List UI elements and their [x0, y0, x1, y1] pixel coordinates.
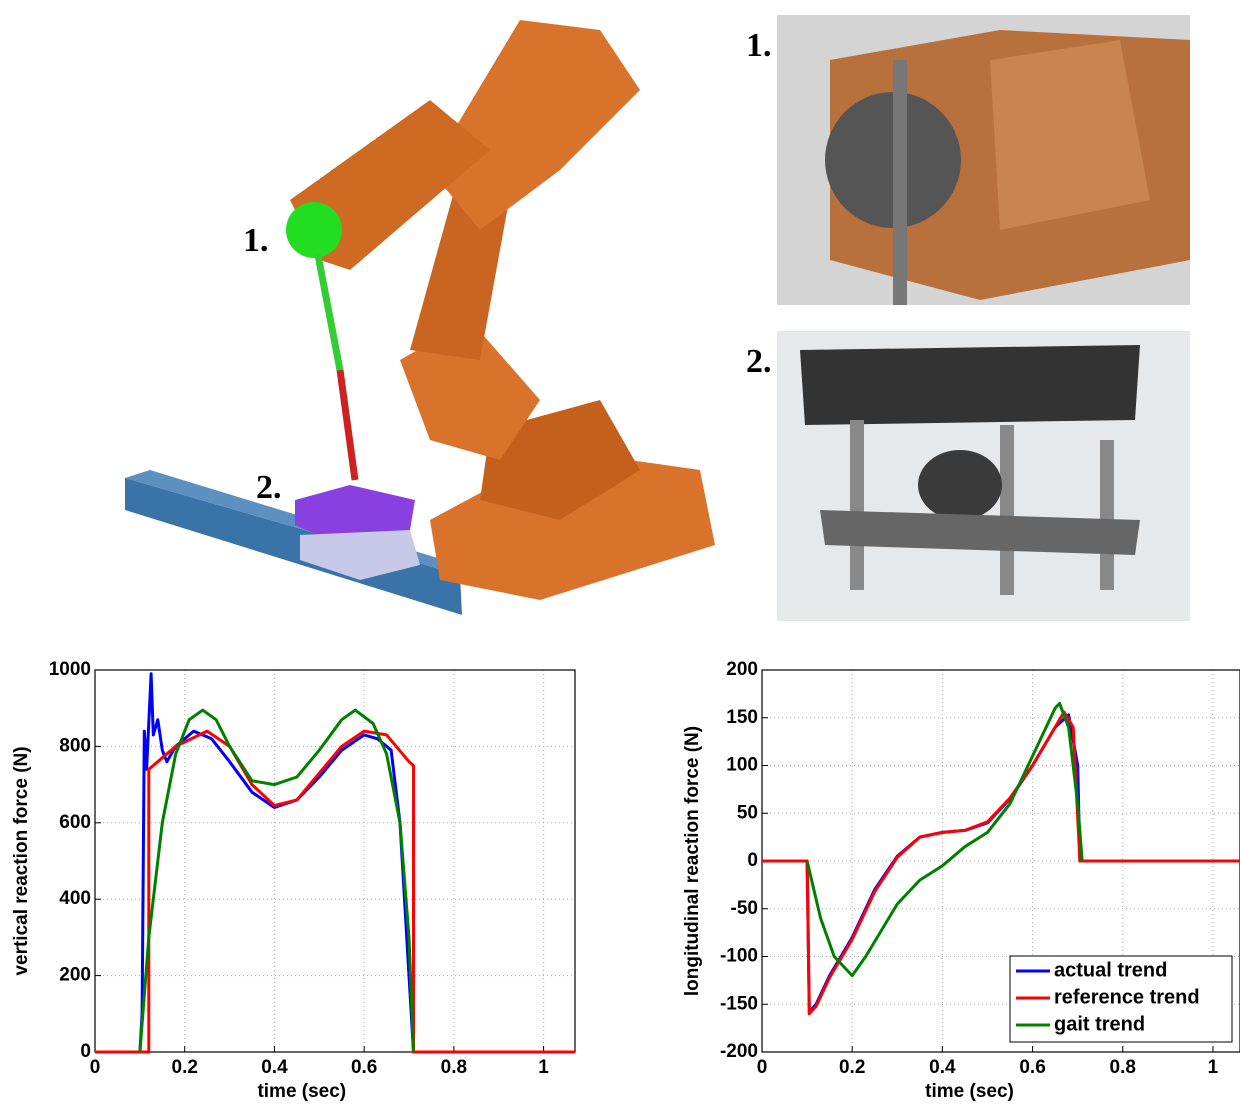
- image-label: 2.: [256, 469, 282, 506]
- y-tick-label: 50: [737, 802, 758, 823]
- joint-photo: [777, 15, 1190, 305]
- x-tick-label: 0.2: [172, 1057, 198, 1078]
- y-tick-label: 400: [59, 888, 91, 909]
- x-tick-label: 0.4: [261, 1057, 288, 1078]
- y-tick-label: 800: [59, 735, 91, 756]
- y-tick-label: 200: [726, 659, 758, 680]
- y-tick-label: 200: [59, 965, 91, 986]
- data-line: [138, 708, 415, 1053]
- x-tick-label: 0.2: [839, 1057, 865, 1078]
- x-tick-label: 0.8: [441, 1057, 467, 1078]
- legend-label: actual trend: [1054, 959, 1167, 981]
- data-line: [805, 701, 1084, 978]
- x-tick-label: 0.6: [351, 1057, 377, 1078]
- y-tick-label: 0: [80, 1041, 91, 1062]
- y-axis-label: longitudinal reaction force (N): [682, 726, 703, 996]
- robot-render: [125, 20, 715, 615]
- y-axis-label: vertical reaction force (N): [11, 746, 32, 975]
- x-tick-label: 0.8: [1110, 1057, 1136, 1078]
- image-label: 1.: [243, 222, 269, 259]
- y-tick-label: -50: [731, 898, 758, 919]
- x-tick-label: 0: [757, 1057, 768, 1078]
- data-line: [95, 729, 575, 1054]
- y-tick-label: -150: [720, 993, 758, 1014]
- x-tick-label: 0: [90, 1057, 101, 1078]
- y-tick-label: 1000: [49, 659, 91, 680]
- y-tick-label: -100: [720, 946, 758, 967]
- data-line: [95, 672, 575, 1054]
- legend-label: gait trend: [1054, 1013, 1145, 1035]
- x-tick-label: 0.4: [929, 1057, 956, 1078]
- y-tick-label: -200: [720, 1041, 758, 1062]
- x-axis-label: time (sec): [925, 1081, 1014, 1102]
- plot-frame: [94, 669, 576, 1053]
- image-label: 1.: [746, 27, 772, 64]
- image-label: 2.: [746, 343, 772, 380]
- plot-area: [95, 670, 575, 1052]
- y-tick-label: 150: [726, 707, 758, 728]
- platform-photo: [777, 331, 1190, 621]
- x-axis-label: time (sec): [257, 1081, 346, 1102]
- y-tick-label: 600: [59, 812, 91, 833]
- x-tick-label: 0.6: [1019, 1057, 1045, 1078]
- y-tick-label: 100: [726, 755, 758, 776]
- y-tick-label: 0: [747, 850, 758, 871]
- x-tick-label: 1: [538, 1057, 549, 1078]
- x-tick-label: 1: [1208, 1057, 1219, 1078]
- legend-label: reference trend: [1054, 986, 1200, 1008]
